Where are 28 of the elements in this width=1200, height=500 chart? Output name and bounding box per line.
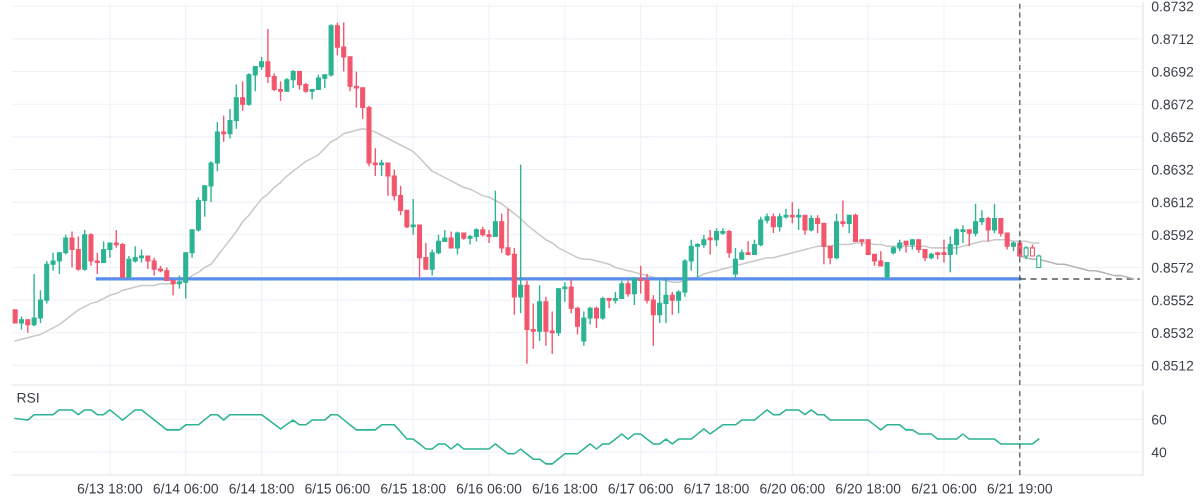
x-tick-label: 6/16 06:00 <box>456 483 522 494</box>
x-tick-label: 6/14 18:00 <box>229 483 294 494</box>
x-tick-label: 6/21 19:00 <box>987 483 1053 494</box>
y-tick-label: 40 <box>1151 447 1167 458</box>
x-tick-label: 6/17 06:00 <box>608 483 673 494</box>
y-tick-label: 0.8732 <box>1151 1 1194 12</box>
y-tick-label: 0.8692 <box>1151 66 1194 77</box>
chart-title: RSI <box>17 392 39 403</box>
y-tick-label: 0.8552 <box>1151 295 1194 306</box>
x-tick-label: 6/17 18:00 <box>684 483 749 494</box>
x-tick-label: 6/20 18:00 <box>836 483 901 494</box>
x-tick-label: 6/14 06:00 <box>153 483 219 494</box>
y-tick-label: 0.8592 <box>1151 230 1194 240</box>
y-tick-label: 0.8532 <box>1151 328 1194 338</box>
x-tick-label: 6/21 06:00 <box>911 483 977 494</box>
x-tick-label: 6/15 18:00 <box>381 483 446 494</box>
y-tick-label: 0.8612 <box>1151 197 1194 208</box>
x-tick-label: 6/15 06:00 <box>305 483 370 494</box>
y-tick-label: 0.8652 <box>1151 132 1194 143</box>
x-tick-label: 6/13 18:00 <box>77 483 143 494</box>
y-tick-label: 0.8512 <box>1151 360 1194 371</box>
x-tick-label: 6/16 18:00 <box>532 483 598 494</box>
y-tick-label: 0.8572 <box>1151 262 1194 273</box>
y-tick-label: 0.8672 <box>1151 99 1194 110</box>
y-tick-label: 0.8712 <box>1151 34 1194 45</box>
y-tick-label: 0.8632 <box>1151 164 1194 175</box>
x-tick-label: 6/20 06:00 <box>760 483 825 494</box>
y-tick-label: 60 <box>1152 414 1167 425</box>
